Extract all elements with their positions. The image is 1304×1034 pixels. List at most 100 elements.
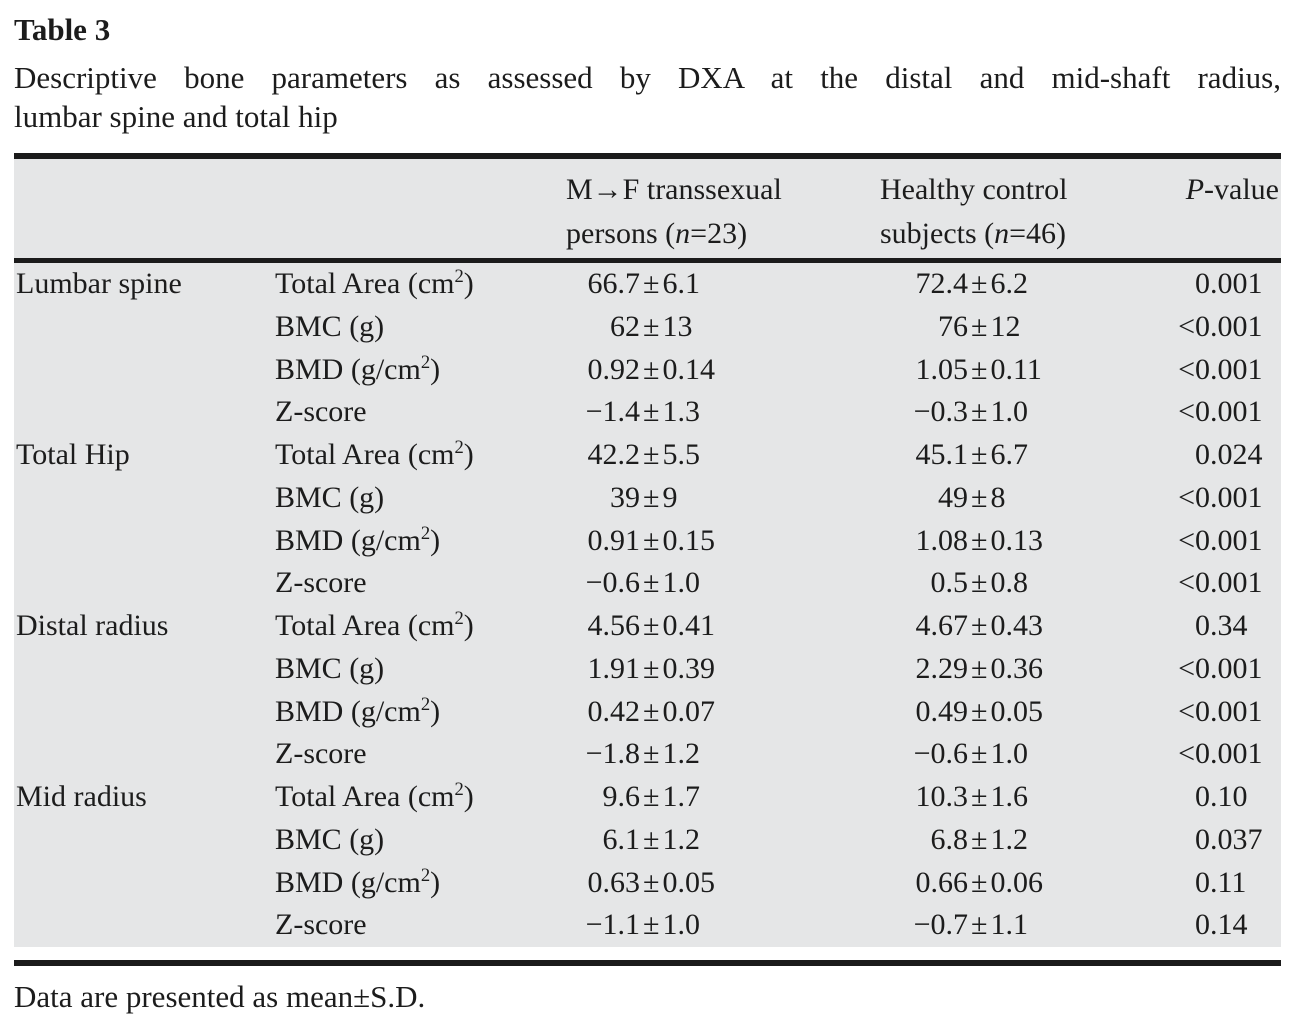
control-value: 1.08 ±0.13 [915, 523, 1043, 557]
table-top-rule [14, 152, 1281, 159]
caption-line-2: lumbar spine and total hip [14, 98, 338, 134]
p-value: 0.024 [1195, 438, 1263, 472]
parameter-label: BMD (g/cm2) [275, 522, 441, 557]
mf-value: 0.92 ±0.14 [587, 352, 715, 386]
parameter-label: Total Area (cm2) [275, 779, 474, 814]
table-header-row: M→F transsexual persons (n=23) Healthy co… [14, 158, 1281, 258]
mf-value: 0.42 ±0.07 [587, 694, 715, 728]
region-label: Total Hip [16, 438, 130, 472]
mf-value: −1.1 ±1.0 [585, 908, 700, 942]
control-value: 2.29 ±0.36 [915, 651, 1043, 685]
table-end-gap [14, 946, 1281, 960]
table-row: BMC (g) 62 ±13 76 ±12 <0.001 [14, 305, 1281, 348]
p-value: 0.10 [1195, 780, 1248, 814]
parameter-label: Z-score [275, 395, 367, 429]
table-row: BMD (g/cm2) 0.63 ±0.05 0.66 ±0.06 0.11 [14, 861, 1281, 904]
control-value: −0.7 ±1.1 [913, 908, 1028, 942]
table-row: Mid radius Total Area (cm2) 9.6 ±1.7 10.3 ±1.… [14, 776, 1281, 819]
table-bottom-rule [14, 959, 1281, 966]
table-number-title: Table 3 [14, 12, 111, 47]
table-row: BMD (g/cm2) 0.92 ±0.14 1.05 ±0.11 <0.001 [14, 348, 1281, 391]
mf-value: −1.8 ±1.2 [585, 737, 700, 771]
control-value: 76 ±12 [938, 309, 1021, 343]
mf-value: −1.4 ±1.3 [585, 395, 700, 429]
region-label: Lumbar spine [16, 267, 182, 301]
col-header-mf-group: M→F transsexual persons (n=23) [566, 172, 782, 250]
data-table: M→F transsexual persons (n=23) Healthy co… [14, 152, 1281, 966]
parameter-label: Total Area (cm2) [275, 266, 474, 301]
mf-value: 6.1 ±1.2 [602, 822, 700, 856]
parameter-label: BMD (g/cm2) [275, 351, 441, 386]
mf-value: 1.91 ±0.39 [587, 651, 715, 685]
control-value: 49 ±8 [938, 480, 1006, 514]
p-value: 0.037 [1195, 822, 1263, 856]
table-row: BMC (g) 1.91 ±0.39 2.29 ±0.36 <0.001 [14, 647, 1281, 690]
p-value: <0.001 [1178, 480, 1263, 514]
control-value: 45.1 ±6.7 [915, 438, 1028, 472]
caption-line-1: Descriptive bone parameters as assessed … [14, 59, 1281, 95]
table-row: BMD (g/cm2) 0.42 ±0.07 0.49 ±0.05 <0.001 [14, 690, 1281, 733]
control-value: 6.8 ±1.2 [930, 822, 1028, 856]
parameter-label: Total Area (cm2) [275, 437, 474, 472]
parameter-label: BMC (g) [275, 822, 385, 856]
parameter-label: Total Area (cm2) [275, 608, 474, 643]
table-row: Z-score −1.8 ±1.2 −0.6 ±1.0 <0.001 [14, 733, 1281, 776]
table-header-rule [14, 257, 1281, 263]
mf-value: 39 ±9 [610, 480, 678, 514]
p-value: 0.34 [1195, 609, 1248, 643]
mf-value: 66.7 ±6.1 [587, 267, 700, 301]
table-row: Z-score −1.4 ±1.3 −0.3 ±1.0 <0.001 [14, 391, 1281, 434]
p-value: 0.001 [1195, 267, 1263, 301]
table-row: Distal radius Total Area (cm2) 4.56 ±0.41 4.… [14, 605, 1281, 648]
p-value: <0.001 [1178, 651, 1263, 685]
p-value: <0.001 [1178, 352, 1263, 386]
region-label: Mid radius [16, 780, 147, 814]
control-value: 0.5 ±0.8 [930, 566, 1028, 600]
parameter-label: BMD (g/cm2) [275, 693, 441, 728]
region-label: Distal radius [16, 609, 169, 643]
table-row: Z-score −0.6 ±1.0 0.5 ±0.8 <0.001 [14, 562, 1281, 605]
mf-value: 42.2 ±5.5 [587, 438, 700, 472]
p-value: <0.001 [1178, 309, 1263, 343]
parameter-label: BMC (g) [275, 480, 385, 514]
mf-value: 0.63 ±0.05 [587, 865, 715, 899]
table-row: BMC (g) 6.1 ±1.2 6.8 ±1.2 0.037 [14, 818, 1281, 861]
control-value: 10.3 ±1.6 [915, 780, 1028, 814]
mf-value: −0.6 ±1.0 [585, 566, 700, 600]
parameter-label: BMC (g) [275, 651, 385, 685]
parameter-label: BMD (g/cm2) [275, 864, 441, 899]
table-caption: Descriptive bone parameters as assessed … [14, 58, 1281, 136]
table-body: Lumbar spine Total Area (cm2) 66.7 ±6.1 72.4… [14, 262, 1281, 947]
table-footnote: Data are presented as mean±S.D. [14, 978, 426, 1014]
mf-value: 9.6 ±1.7 [602, 780, 700, 814]
mf-value: 4.56 ±0.41 [587, 609, 715, 643]
mf-value: 62 ±13 [610, 309, 693, 343]
parameter-label: Z-score [275, 737, 367, 771]
table-row: Z-score −1.1 ±1.0 −0.7 ±1.1 0.14 [14, 904, 1281, 947]
control-value: 1.05 ±0.11 [915, 352, 1042, 386]
mf-value: 0.91 ±0.15 [587, 523, 715, 557]
p-value: <0.001 [1178, 523, 1263, 557]
table-row: BMC (g) 39 ±9 49 ±8 <0.001 [14, 476, 1281, 519]
parameter-label: BMC (g) [275, 309, 385, 343]
p-value: <0.001 [1178, 737, 1263, 771]
p-value: <0.001 [1178, 395, 1263, 429]
p-value: <0.001 [1178, 566, 1263, 600]
col-header-pvalue: P-value [1185, 172, 1279, 206]
table-row: Lumbar spine Total Area (cm2) 66.7 ±6.1 72.4… [14, 263, 1281, 306]
table-row: Total Hip Total Area (cm2) 42.2 ±5.5 45.1 ±6.… [14, 434, 1281, 477]
control-value: 0.66 ±0.06 [915, 865, 1043, 899]
control-value: 4.67 ±0.43 [915, 609, 1043, 643]
control-value: 0.49 ±0.05 [915, 694, 1043, 728]
control-value: −0.6 ±1.0 [913, 737, 1028, 771]
table-row: BMD (g/cm2) 0.91 ±0.15 1.08 ±0.13 <0.001 [14, 519, 1281, 562]
col-header-control-group: Healthy control subjects (n=46) [880, 172, 1068, 250]
parameter-label: Z-score [275, 566, 367, 600]
p-value: <0.001 [1178, 694, 1263, 728]
control-value: −0.3 ±1.0 [913, 395, 1028, 429]
p-value: 0.11 [1195, 865, 1247, 899]
control-value: 72.4 ±6.2 [915, 267, 1028, 301]
p-value: 0.14 [1195, 908, 1248, 942]
parameter-label: Z-score [275, 908, 367, 942]
